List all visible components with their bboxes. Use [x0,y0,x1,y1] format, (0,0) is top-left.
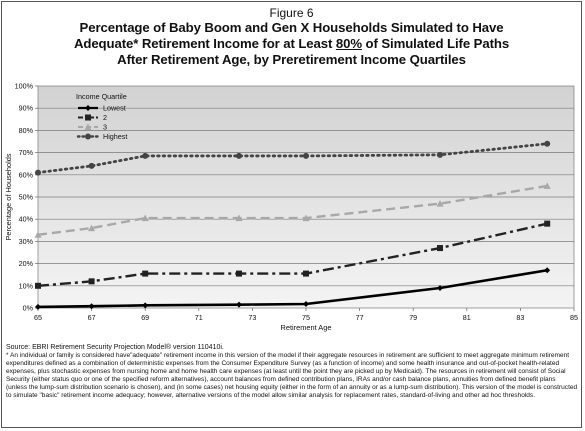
y-tick-label: 0% [23,304,34,313]
y-tick-label: 70% [19,148,34,157]
data-point-lowest [35,303,41,310]
y-tick-label: 20% [19,259,34,268]
x-tick-label: 65 [34,313,42,322]
chart-title-line-1: Percentage of Baby Boom and Gen X Househ… [79,20,504,35]
gridlines [38,107,574,287]
data-point-highest [437,151,443,158]
data-point-3 [88,224,96,232]
y-axis-ticks: 0% 10% 20% 30% 40% 50% 60% 70% 80% 90% 100% [15,82,38,313]
series-markers [34,140,551,310]
x-tick-label: 71 [195,313,203,322]
x-axis-label: Retirement Age [281,323,332,332]
title-line-2-prefix: Adequate* Retirement Income for at Least [73,36,336,51]
data-point-3 [302,214,310,222]
data-point-3 [141,214,149,222]
data-point-lowest [303,301,309,308]
data-point-2 [544,220,551,227]
y-tick-label: 10% [19,281,34,290]
x-tick-label: 75 [302,313,310,322]
x-tick-label: 69 [141,313,149,322]
data-point-2 [437,245,443,252]
legend-label-highest: Highest [103,132,127,141]
data-point-lowest [544,267,551,274]
data-point-highest [142,152,149,159]
adequacy-footnote: * An individual or family is considered … [6,352,578,400]
y-tick-label: 50% [19,193,34,202]
data-point-2 [35,282,41,289]
data-point-highest [544,140,551,147]
data-point-3 [543,182,551,189]
y-axis-label: Percentage of Households [4,153,13,240]
legend-marker-3 [84,123,92,130]
data-point-lowest [236,301,242,308]
data-point-2 [303,270,309,277]
y-tick-label: 40% [19,215,34,224]
title-line-2-suffix: of Simulated Life Paths [361,36,510,51]
data-point-3 [436,200,444,207]
y-tick-label: 60% [19,170,34,179]
data-point-lowest [88,303,95,310]
title-line-2-emphasis: 80% [335,36,362,51]
line-chart: 0% 10% 20% 30% 40% 50% 60% 70% 80% 90% 100% 65 67 69… [4,82,578,333]
x-axis-ticks: 65 67 69 71 73 75 77 79 81 83 85 [34,308,578,322]
y-tick-label: 90% [19,104,34,113]
data-point-2 [142,270,149,277]
x-tick-label: 83 [516,313,524,322]
footnotes: Source: EBRI Retirement Security Project… [6,344,578,400]
legend-marker-lowest [85,105,91,111]
legend-label-lowest: Lowest [103,104,126,113]
data-point-highest [236,152,242,159]
data-point-2 [236,270,242,277]
source-note: Source: EBRI Retirement Security Project… [6,344,224,351]
x-tick-label: 79 [409,313,417,322]
data-point-3 [34,231,42,238]
legend-label-2: 2 [103,113,107,122]
data-point-lowest [142,302,149,309]
x-tick-label: 73 [248,313,256,322]
y-tick-label: 80% [19,126,34,135]
legend-title: Income Quartile [76,92,127,101]
data-point-highest [303,152,309,159]
data-point-highest [35,169,41,176]
y-tick-label: 100% [15,82,34,91]
chart-title-line-2: Adequate* Retirement Income for at Least… [0,36,583,51]
x-tick-label: 85 [570,313,578,322]
chart-title-line-3: After Retirement Age, by Preretirement I… [117,52,466,67]
x-tick-label: 67 [88,313,96,322]
data-point-3 [235,214,243,222]
y-tick-label: 30% [19,237,34,246]
figure-label: Figure 6 [269,6,314,20]
data-point-highest [88,162,95,169]
data-point-lowest [437,285,443,292]
x-tick-label: 81 [463,313,471,322]
data-point-2 [88,278,95,285]
legend-marker-2 [85,114,91,121]
legend-label-3: 3 [103,123,107,132]
x-tick-label: 77 [356,313,364,322]
legend-marker-highest [85,133,91,140]
